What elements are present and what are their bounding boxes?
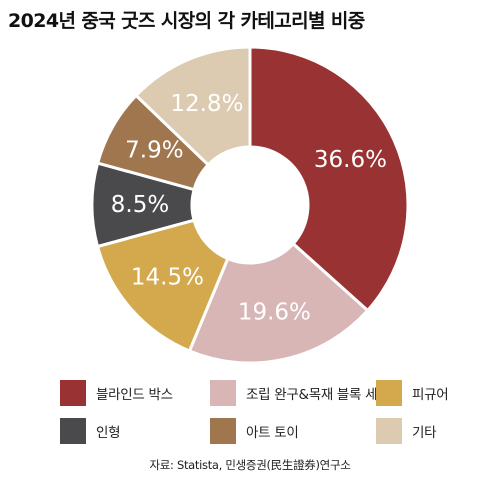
donut-chart: 36.6% 19.6% 14.5% 8.5% 7.9% 12.8% xyxy=(90,45,410,365)
legend-item-0: 블라인드 박스 xyxy=(60,380,210,406)
slice-0 xyxy=(248,45,410,313)
chart-title: 2024년 중국 굿즈 시장의 각 카테고리별 비중 xyxy=(8,10,365,32)
legend-label: 블라인드 박스 xyxy=(96,387,173,403)
legend-item-1: 조립 완구&목재 블록 세트 xyxy=(210,380,390,406)
legend-item-2: 피규어 xyxy=(376,380,476,406)
legend-label: 아트 토이 xyxy=(246,425,299,441)
legend-swatch xyxy=(60,380,86,406)
legend-label: 기타 xyxy=(412,425,437,441)
slice-5 xyxy=(133,45,252,167)
slice-label-4: 7.9% xyxy=(125,138,183,164)
legend-swatch xyxy=(376,380,402,406)
slice-2 xyxy=(95,218,230,353)
slice-label-3: 8.5% xyxy=(111,192,169,218)
legend-swatch xyxy=(60,418,86,444)
legend-item-4: 아트 토이 xyxy=(210,418,376,444)
slice-label-0: 36.6% xyxy=(314,147,387,173)
slice-label-1: 19.6% xyxy=(238,299,311,325)
source-note: 자료: Statista, 민생증권(民生證券)연구소 xyxy=(149,458,351,472)
legend-item-5: 기타 xyxy=(376,418,476,444)
legend-label: 인형 xyxy=(96,425,121,441)
slice-label-2: 14.5% xyxy=(131,265,204,291)
legend-label: 피규어 xyxy=(412,387,449,403)
legend-swatch xyxy=(210,380,236,406)
legend-label: 조립 완구&목재 블록 세트 xyxy=(246,387,390,403)
slice-1 xyxy=(187,241,370,365)
slice-label-5: 12.8% xyxy=(170,91,243,117)
legend-swatch xyxy=(376,418,402,444)
legend-item-3: 인형 xyxy=(60,418,210,444)
legend-swatch xyxy=(210,418,236,444)
